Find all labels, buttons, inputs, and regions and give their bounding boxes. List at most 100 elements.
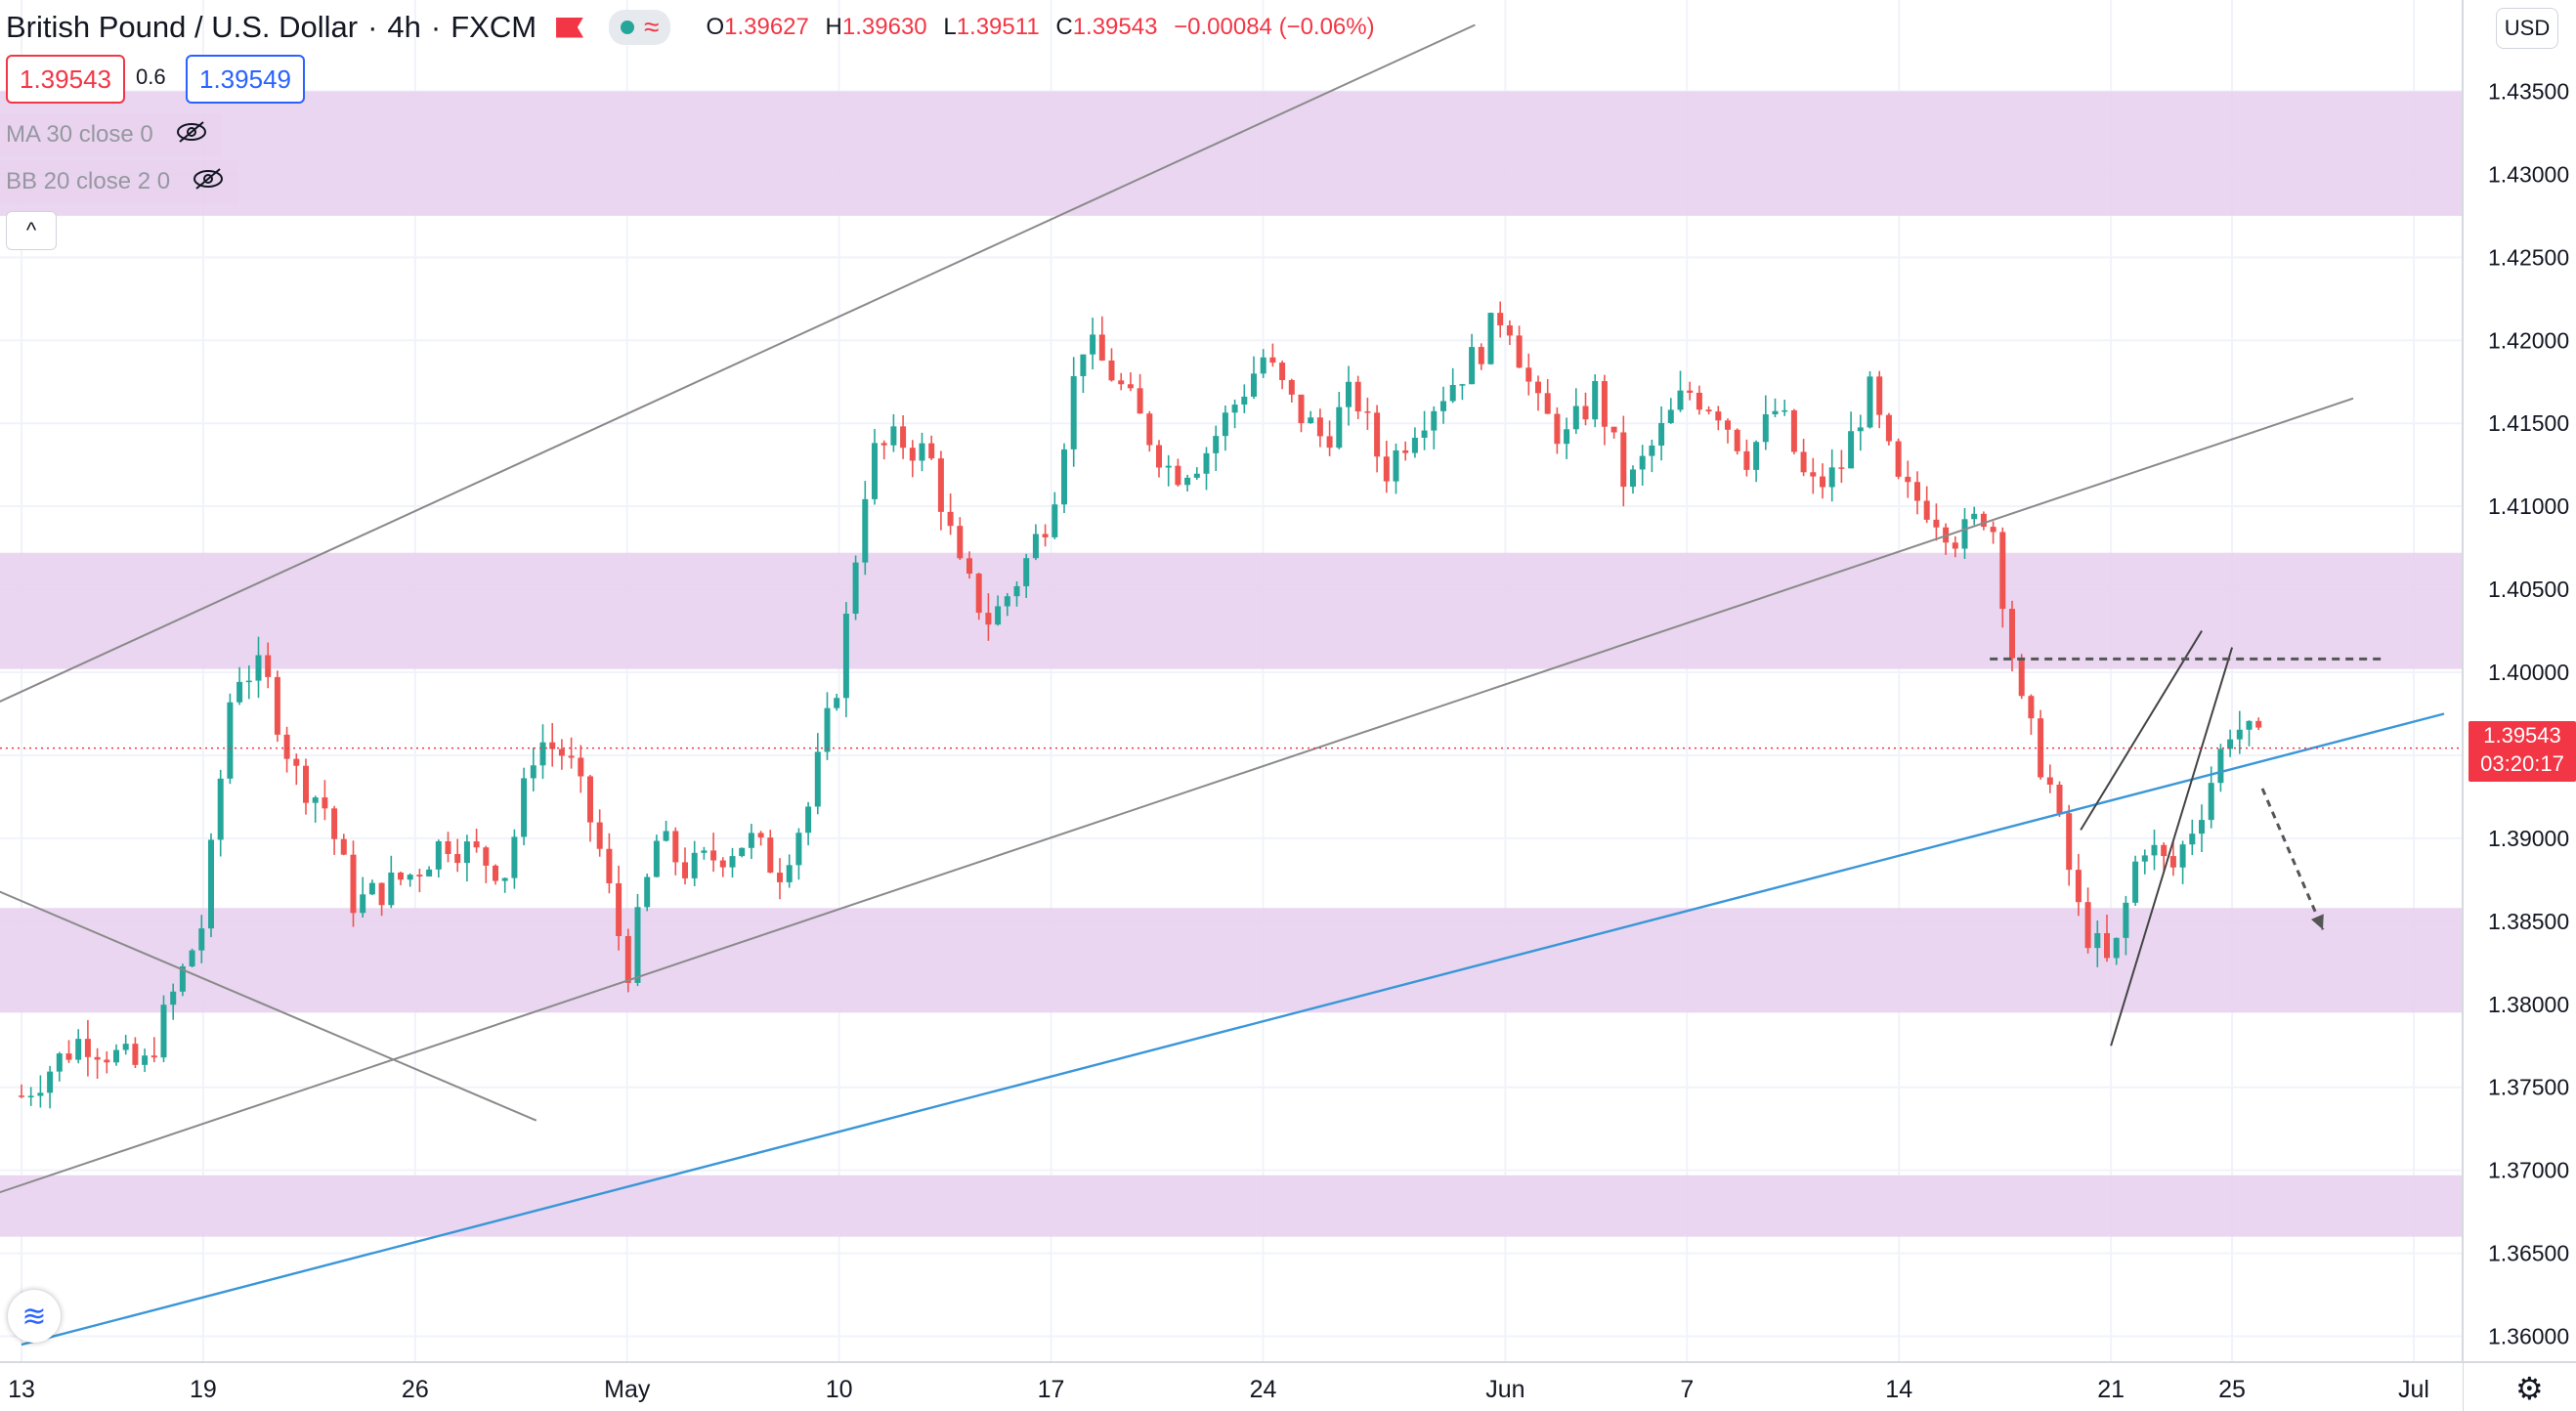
candle-body [1658,422,1665,446]
candle-body [142,1055,149,1065]
candle-body [1810,472,1817,477]
candle-body [1705,409,1712,412]
candle-body [179,966,186,992]
candle-body [947,511,954,527]
candle-body [578,757,584,777]
candle-body [511,836,518,878]
candle-body [1346,381,1352,407]
currency-button[interactable]: USD [2496,8,2558,49]
candle-body [312,797,319,803]
buy-price-button[interactable]: 1.39549 [186,55,305,104]
last-price-value: 1.39543 [2483,723,2561,748]
settings-gear-icon[interactable]: ⚙ [2515,1371,2544,1406]
time-tick-label: 26 [402,1376,429,1403]
candle-body [1354,381,1361,412]
last-price-label: 1.39543 03:20:17 [2469,721,2576,782]
price-tick-label: 1.40000 [2488,660,2569,685]
candle-body [189,950,195,967]
trendline-lower-channel [0,397,2354,1194]
candle-body [1222,412,1228,437]
candle-body [682,862,688,878]
candle-body [1820,476,1825,488]
candle-body [322,797,328,809]
symbol-name[interactable]: British Pound / U.S. Dollar [6,10,359,44]
candle-body [340,838,347,855]
candle-body [1790,409,1797,452]
candle-body [1582,406,1589,420]
candle-body [150,1055,157,1058]
interval[interactable]: 4h [387,10,421,44]
candle-body [75,1039,82,1060]
collapse-indicators-button[interactable]: ^ [6,211,57,250]
candle-body [501,877,508,881]
indicator-ma[interactable]: MA 30 close 0 [0,113,222,156]
wave-icon: ≈ [644,12,660,42]
candle-body [767,837,774,874]
candle-body [719,860,726,868]
candle-body [416,875,423,877]
candle-body [398,872,404,880]
candle-body [1649,445,1655,456]
candle-body [2179,844,2186,868]
candle-body [2046,777,2053,786]
candle-body [2199,820,2205,834]
candle-body [132,1044,139,1065]
candle-body [1052,504,1058,537]
candle-body [1279,363,1286,380]
indicator-bb-label: BB 20 close 2 0 [6,168,171,194]
candle-body [1469,347,1476,385]
candle-body [1165,465,1172,468]
candle-body [1838,467,1845,469]
market-status-pill[interactable]: ≈ [609,10,671,45]
candle-body [1620,432,1627,488]
candle-body [1895,441,1902,477]
candle-body [530,765,537,779]
candle-body [852,562,859,615]
candle-body [634,907,641,983]
candle-body [1971,513,1978,520]
candle-body [1203,452,1210,474]
candle-body [454,853,461,864]
forecast-arrow-line [2260,788,2325,930]
candle-body [1610,426,1617,433]
price-tick-label: 1.36000 [2488,1324,2569,1349]
candle-body [1696,392,1702,410]
time-tick-label: 21 [2097,1376,2125,1403]
candle-body [2094,932,2101,949]
candle-body [2208,783,2214,821]
candle-body [1288,379,1295,395]
flag-icon[interactable] [556,17,584,38]
candle-body [2255,720,2262,728]
candle-body [1772,410,1779,414]
candle-body [2084,902,2091,949]
candle-body [1260,357,1267,374]
candle-body [1393,449,1399,482]
candle-body [104,1059,110,1063]
trendline-wedge-lower [2110,647,2234,1047]
candle-body [445,840,451,854]
candle-body [113,1049,119,1063]
candle-body [1506,325,1513,336]
price-axis-panel [2463,0,2576,1411]
candle-body [198,928,205,951]
candle-body [1431,410,1438,431]
candle-body [160,1005,167,1058]
eye-off-icon[interactable] [175,120,208,150]
sell-price-button[interactable]: 1.39543 [6,55,125,104]
candle-body [1572,406,1579,430]
eye-off-icon[interactable] [192,167,225,197]
supply-demand-zone [0,908,2463,1013]
candle-body [2151,844,2158,856]
indicator-bb[interactable]: BB 20 close 2 0 [0,160,239,203]
candle-body [245,680,252,683]
candle-body [426,869,433,877]
candle-body [1753,442,1760,470]
candle-body [900,426,907,449]
candle-body [1175,465,1181,486]
tradingview-logo-icon[interactable]: ≋ [8,1290,61,1343]
candle-body [1013,585,1020,597]
candle-body [463,841,470,864]
candle-body [1478,347,1484,364]
candle-body [890,426,897,446]
